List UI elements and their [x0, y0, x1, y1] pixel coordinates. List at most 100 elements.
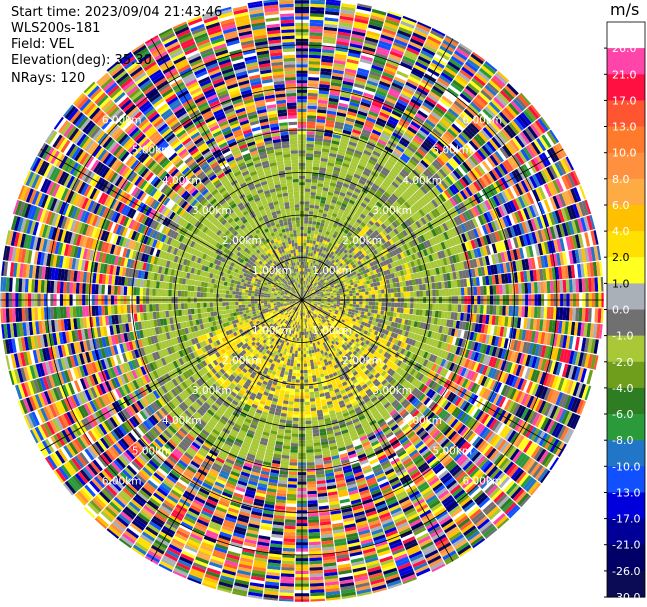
velocity-gate — [400, 286, 404, 293]
velocity-gate — [308, 70, 320, 75]
velocity-gate — [303, 287, 305, 291]
velocity-gate — [308, 246, 312, 250]
velocity-gate — [514, 283, 519, 294]
velocity-gate — [352, 301, 357, 305]
velocity-gate — [387, 306, 391, 312]
velocity-gate — [362, 301, 366, 305]
velocity-gate — [319, 84, 330, 89]
velocity-gate — [304, 226, 308, 231]
velocity-gate — [390, 288, 395, 293]
velocity-gate — [307, 92, 318, 97]
velocity-gate — [355, 304, 360, 308]
velocity-gate — [308, 220, 313, 225]
velocity-gate — [336, 293, 340, 296]
velocity-gate — [364, 287, 369, 292]
velocity-gate — [341, 0, 357, 6]
velocity-gate — [387, 293, 392, 298]
velocity-gate — [489, 305, 494, 315]
velocity-gate — [320, 196, 327, 201]
velocity-gate — [381, 289, 385, 294]
velocity-gate — [320, 74, 332, 79]
velocity-gate — [473, 286, 478, 296]
velocity-gate — [336, 115, 346, 121]
velocity-gate — [339, 18, 354, 25]
velocity-gate — [306, 156, 313, 161]
velocity-gate — [318, 93, 329, 98]
velocity-gate — [351, 33, 365, 40]
velocity-gate — [445, 288, 449, 296]
velocity-gate — [384, 302, 388, 307]
velocity-gate — [304, 287, 306, 291]
velocity-gate — [306, 150, 314, 154]
velocity-gate — [324, 132, 333, 137]
velocity-gate — [499, 305, 503, 316]
velocity-gate — [416, 291, 420, 297]
velocity-gate — [305, 178, 312, 183]
velocity-gate — [324, 300, 328, 302]
velocity-gate — [334, 121, 345, 127]
velocity-gate — [307, 115, 317, 119]
velocity-gate — [323, 138, 332, 144]
velocity-gate — [381, 293, 385, 298]
velocity-gate — [327, 302, 331, 304]
velocity-gate — [409, 285, 414, 292]
velocity-gate — [464, 304, 468, 313]
velocity-gate — [325, 123, 335, 128]
velocity-gate — [336, 112, 347, 117]
velocity-gate — [308, 67, 320, 72]
velocity-gate — [347, 55, 360, 62]
velocity-gate — [349, 301, 353, 304]
velocity-gate — [337, 105, 348, 111]
velocity-gate — [451, 288, 455, 296]
velocity-gate — [306, 137, 315, 142]
velocity-gate — [330, 300, 334, 303]
velocity-gate — [316, 112, 327, 117]
velocity-gate — [371, 305, 376, 310]
velocity-gate — [339, 294, 344, 297]
velocity-gate — [307, 223, 312, 228]
velocity-gate — [391, 302, 395, 308]
velocity-gate — [312, 169, 319, 174]
velocity-gate — [368, 294, 373, 299]
velocity-gate — [308, 54, 321, 59]
velocity-gate — [341, 83, 353, 90]
velocity-gate — [307, 96, 318, 100]
velocity-gate — [352, 293, 356, 296]
velocity-gate — [521, 306, 525, 318]
velocity-gate — [306, 274, 308, 279]
velocity-gate — [308, 83, 319, 88]
velocity-gate — [308, 51, 321, 56]
velocity-gate — [410, 303, 414, 309]
velocity-gate — [322, 145, 331, 150]
velocity-gate — [305, 284, 307, 288]
velocity-gate — [396, 307, 401, 313]
velocity-gate — [303, 242, 307, 246]
velocity-gate — [349, 293, 353, 297]
velocity-gate — [341, 87, 353, 93]
velocity-gate — [303, 290, 305, 294]
velocity-gate — [308, 217, 313, 221]
velocity-gate — [322, 187, 329, 192]
velocity-gate — [302, 290, 304, 294]
velocity-gate — [352, 304, 356, 307]
velocity-gate — [362, 291, 366, 296]
velocity-gate — [327, 159, 336, 164]
velocity-gate — [302, 274, 304, 278]
velocity-gate — [505, 284, 510, 295]
velocity-gate — [309, 38, 322, 43]
velocity-gate — [304, 207, 310, 211]
velocity-gate — [348, 49, 361, 55]
velocity-gate — [334, 124, 344, 130]
velocity-gate — [308, 77, 320, 81]
velocity-gate — [335, 47, 348, 53]
velocity-gate — [347, 52, 361, 59]
velocity-gate — [332, 66, 345, 72]
velocity-gate — [375, 302, 379, 306]
velocity-gate — [413, 303, 417, 309]
velocity-gate — [319, 167, 327, 172]
velocity-gate — [368, 291, 372, 295]
velocity-gate — [304, 281, 306, 285]
velocity-gate — [332, 72, 344, 78]
velocity-gate — [346, 61, 359, 68]
velocity-gate — [353, 24, 367, 31]
